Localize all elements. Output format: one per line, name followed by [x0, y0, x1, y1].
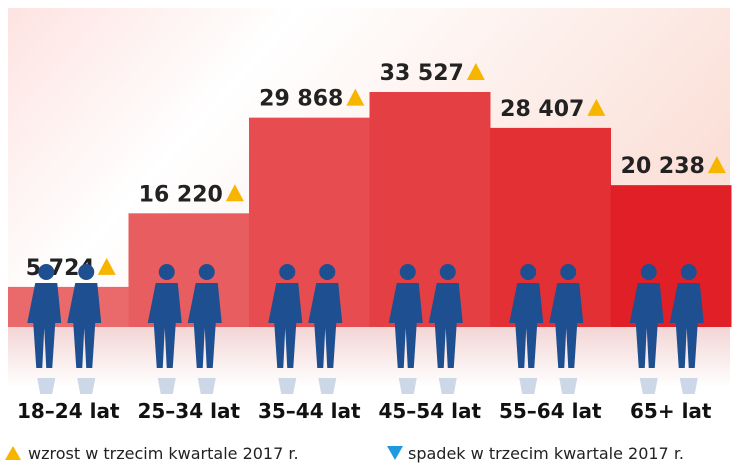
legend-icon-up	[5, 446, 21, 460]
person-head	[560, 264, 576, 280]
legend-icon-down	[387, 446, 403, 460]
value-label: 16 220	[139, 182, 223, 207]
floor	[8, 327, 730, 387]
x-tick-label: 35–44 lat	[258, 399, 361, 423]
value-label: 33 527	[380, 61, 464, 86]
x-tick-label: 25–34 lat	[137, 399, 240, 423]
person-reflection	[278, 378, 296, 394]
person-head	[440, 264, 456, 280]
person-head	[400, 264, 416, 280]
bar	[611, 185, 732, 327]
person-reflection	[198, 378, 216, 394]
value-label: 29 868	[259, 87, 343, 112]
person-reflection	[640, 378, 658, 394]
x-tick-label: 55–64 lat	[499, 399, 602, 423]
person-head	[78, 264, 94, 280]
person-reflection	[519, 378, 537, 394]
chart: 5 72416 22029 86833 52728 40720 238 wzro…	[0, 0, 732, 469]
bar	[370, 92, 491, 327]
person-reflection	[158, 378, 176, 394]
person-reflection	[318, 378, 336, 394]
person-head	[319, 264, 335, 280]
x-tick-label: 45–54 lat	[378, 399, 481, 423]
person-head	[520, 264, 536, 280]
legend-label: wzrost w trzecim kwartale 2017 r.	[28, 444, 299, 463]
x-tick-label: 65+ lat	[630, 399, 712, 423]
person-head	[681, 264, 697, 280]
person-reflection	[399, 378, 417, 394]
legend-label: spadek w trzecim kwartale 2017 r.	[408, 444, 684, 463]
person-reflection	[37, 378, 55, 394]
bar	[490, 128, 611, 327]
person-reflection	[680, 378, 698, 394]
bar	[249, 118, 370, 327]
bar	[129, 213, 250, 327]
person-head	[38, 264, 54, 280]
value-label: 28 407	[500, 97, 584, 122]
person-head	[159, 264, 175, 280]
person-head	[641, 264, 657, 280]
person-head	[199, 264, 215, 280]
person-reflection	[439, 378, 457, 394]
value-label: 20 238	[621, 154, 705, 179]
person-reflection	[77, 378, 95, 394]
x-tick-label: 18–24 lat	[17, 399, 120, 423]
person-reflection	[559, 378, 577, 394]
person-head	[279, 264, 295, 280]
